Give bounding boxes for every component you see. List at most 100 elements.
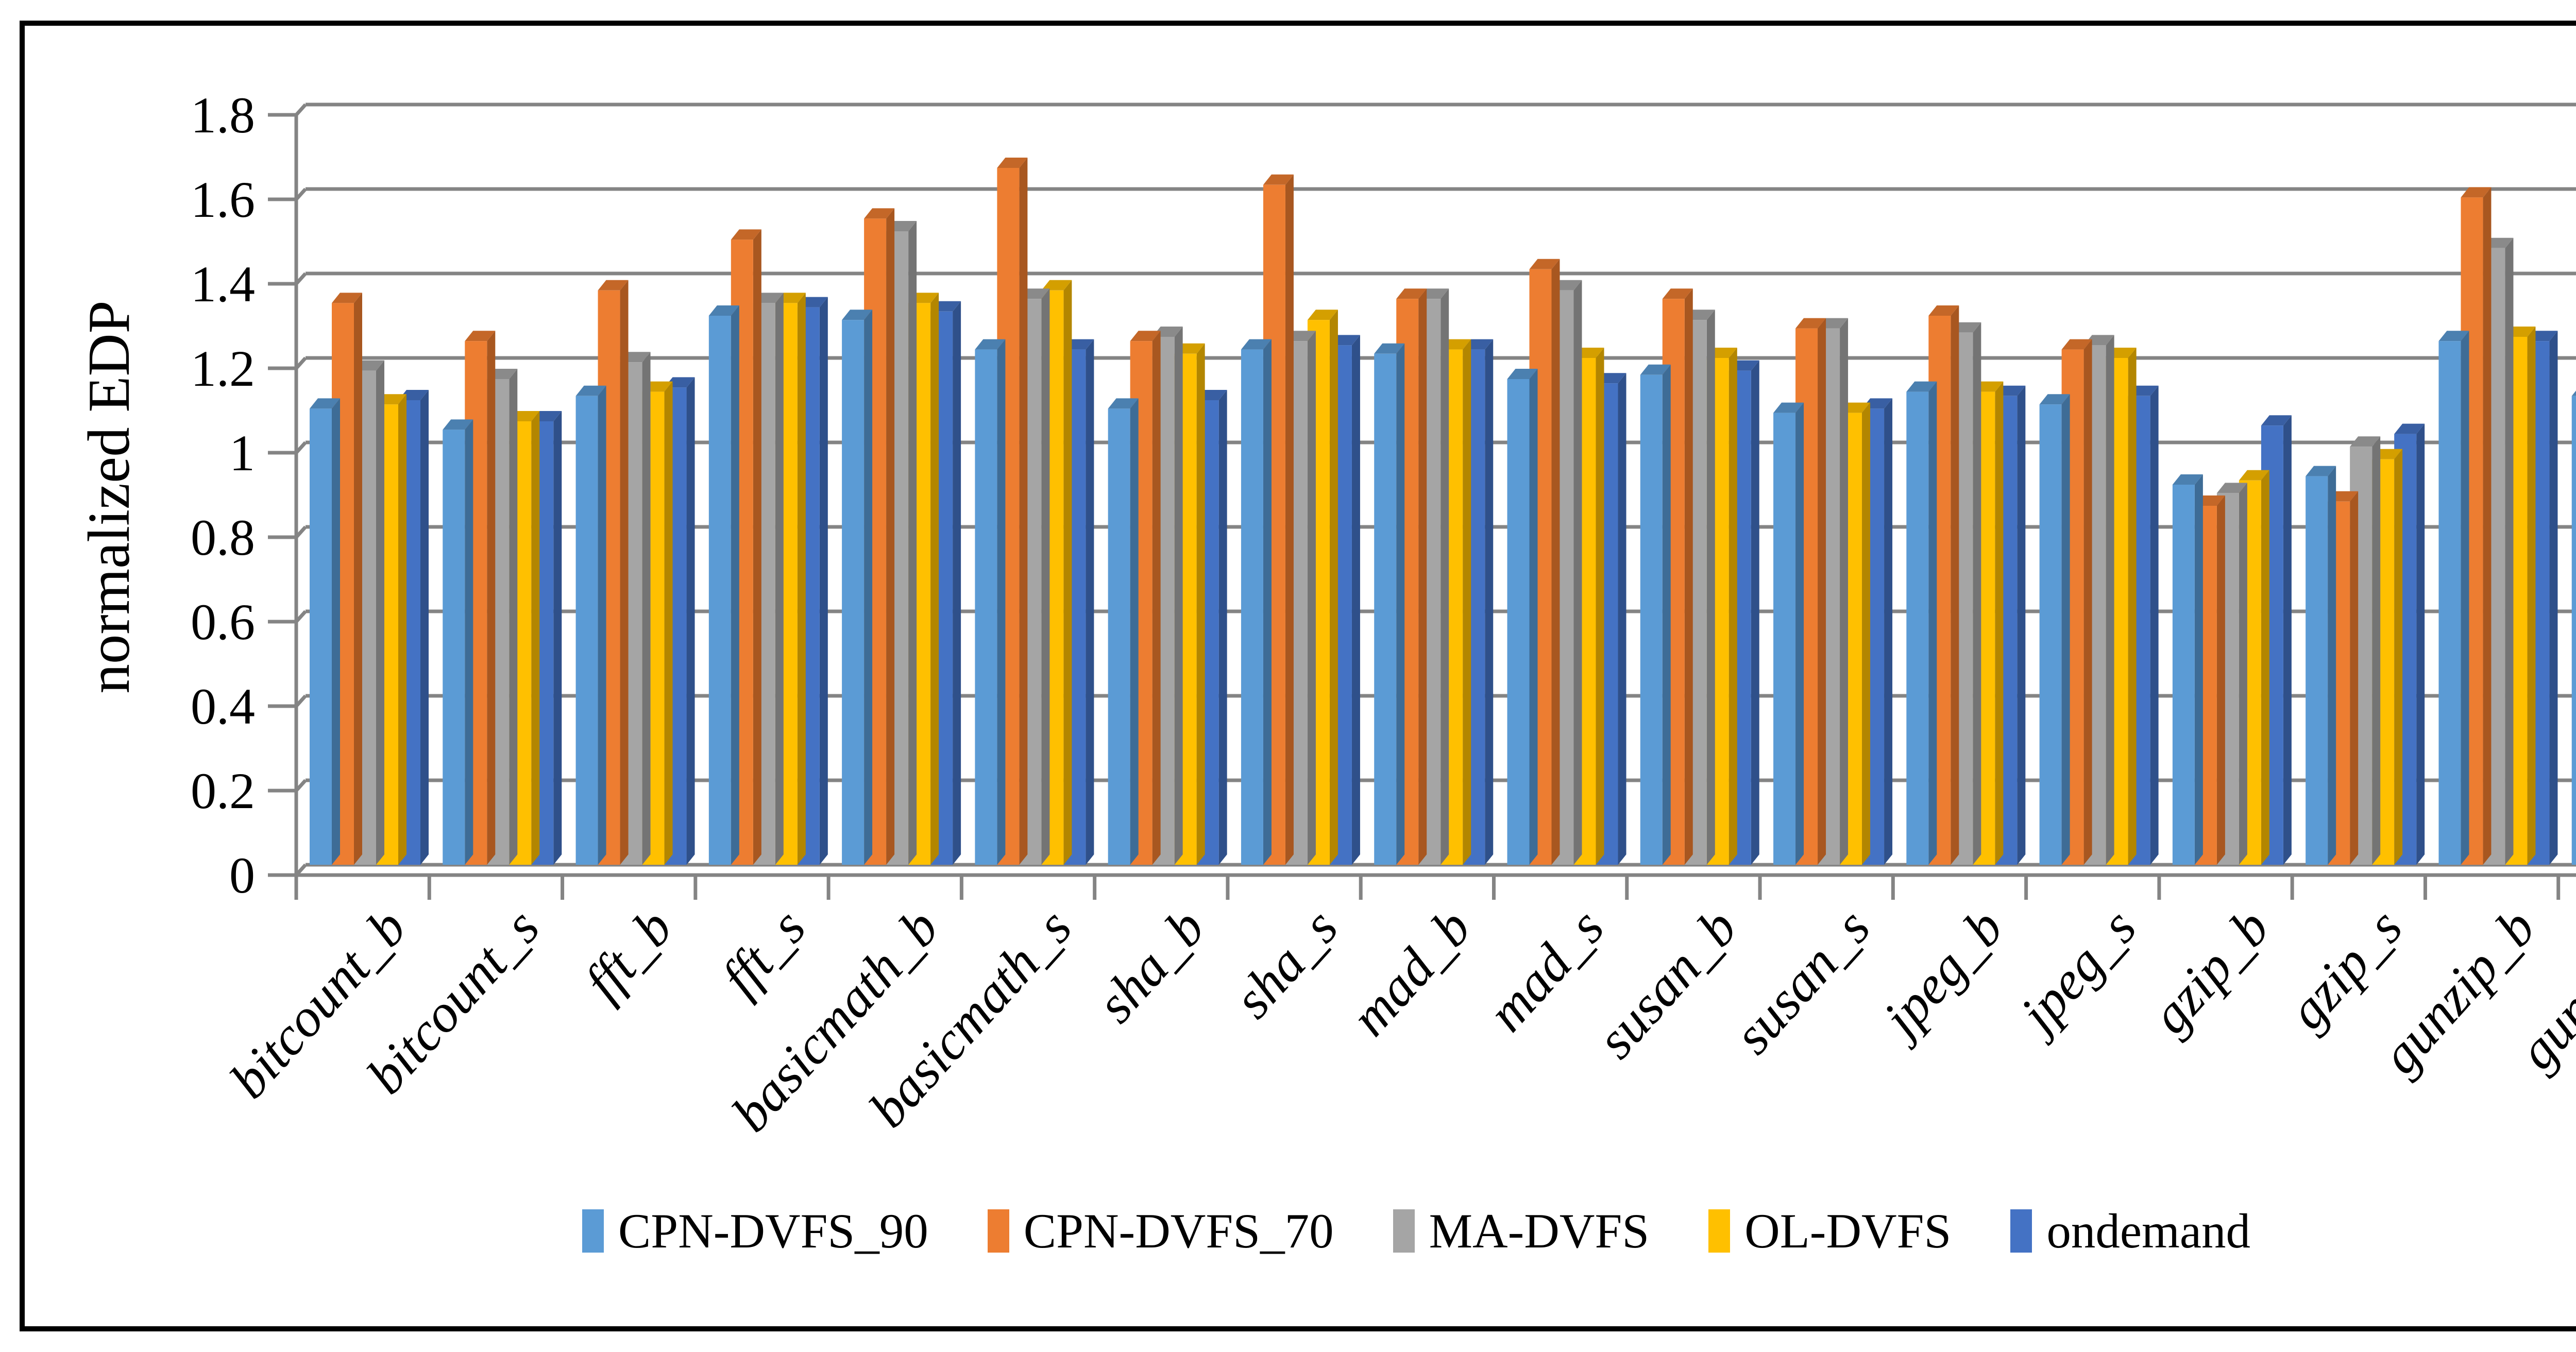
bar-side-face xyxy=(2483,187,2492,865)
y-tick-label: 0.6 xyxy=(191,593,255,651)
legend-label: CPN-DVFS_70 xyxy=(1023,1203,1334,1258)
bar-side-face xyxy=(398,394,406,865)
bar-side-face xyxy=(1396,343,1405,865)
bar-top-face xyxy=(997,158,1028,168)
bar-top-face xyxy=(1928,305,1959,316)
bar xyxy=(708,316,731,865)
bar-top-face xyxy=(2261,415,2292,426)
legend-item: CPN-DVFS_70 xyxy=(987,1203,1334,1258)
bar-top-face xyxy=(1396,288,1427,299)
bar-side-face xyxy=(1196,343,1205,865)
bar-side-face xyxy=(1174,327,1183,865)
bar xyxy=(1906,391,1929,865)
bar-side-face xyxy=(1706,310,1715,865)
bar-side-face xyxy=(908,221,917,865)
bar-side-face xyxy=(332,398,340,865)
bar xyxy=(2039,404,2062,865)
bar-side-face xyxy=(731,305,739,865)
bar-side-face xyxy=(997,339,1006,865)
bar-top-face xyxy=(2039,394,2070,405)
bar-side-face xyxy=(775,293,784,865)
y-tick-label: 1 xyxy=(229,424,255,482)
bar-top-face xyxy=(842,310,873,320)
x-category-label: jpeg_b xyxy=(1867,897,2014,1052)
bar-side-face xyxy=(1840,318,1849,865)
bar xyxy=(443,430,465,865)
legend-item: OL-DVFS xyxy=(1708,1203,1952,1258)
bar-side-face xyxy=(1573,280,1582,865)
bar-top-face xyxy=(1241,339,1272,350)
x-category-label: fft_s xyxy=(709,897,817,1007)
bar-side-face xyxy=(2461,331,2469,865)
bar-side-face xyxy=(553,411,562,865)
bar-side-face xyxy=(2239,483,2247,865)
bar-side-face xyxy=(1928,381,1937,865)
bar-top-face xyxy=(2061,339,2092,350)
legend-label: OL-DVFS xyxy=(1744,1203,1952,1258)
bar-top-face xyxy=(1795,318,1826,329)
legend-item: MA-DVFS xyxy=(1393,1206,1649,1256)
bar-top-face xyxy=(1640,364,1671,375)
bar-top-face xyxy=(443,419,473,430)
bar-side-face xyxy=(1485,339,1494,865)
bar-side-face xyxy=(1329,310,1338,865)
bar-top-face xyxy=(2216,483,2247,493)
bar xyxy=(2571,396,2576,865)
bar-side-face xyxy=(2505,237,2514,865)
legend-swatch-icon xyxy=(2010,1209,2032,1253)
bar-top-face xyxy=(1507,369,1538,379)
bar-side-face xyxy=(1884,398,1893,865)
bar-side-face xyxy=(1086,339,1094,865)
bar-top-face xyxy=(598,280,629,290)
bar-side-face xyxy=(2394,449,2403,865)
bar-side-face xyxy=(509,369,518,865)
bar-side-face xyxy=(1152,331,1161,865)
bar-side-face xyxy=(2328,466,2336,865)
legend: CPN-DVFS_90 CPN-DVFS_70 MA-DVFS OL-DVFS onde… xyxy=(0,1195,2576,1267)
bar-side-face xyxy=(1463,339,1471,865)
bar-side-face xyxy=(620,280,629,865)
bar-side-face xyxy=(1618,373,1626,865)
legend-swatch-icon xyxy=(582,1209,604,1253)
bar-top-face xyxy=(1130,331,1161,341)
bar-side-face xyxy=(642,352,651,865)
x-category-label: fft_b xyxy=(572,897,684,1011)
legend-item: ondemand xyxy=(2010,1206,2250,1256)
legend-label: CPN-DVFS_90 xyxy=(618,1203,928,1258)
bar-side-face xyxy=(1818,318,1826,865)
bar-side-face xyxy=(2194,474,2203,865)
bar xyxy=(1108,408,1130,865)
bar xyxy=(1640,374,1663,865)
x-category-label: gzip_b xyxy=(2139,897,2280,1045)
bar-side-face xyxy=(2106,335,2114,865)
x-category-label: susan_s xyxy=(1722,897,1881,1065)
bar-top-face xyxy=(1108,398,1139,409)
bar xyxy=(842,320,865,865)
legend-item: CPN-DVFS_90 xyxy=(582,1203,928,1258)
x-category-label: mad_b xyxy=(1339,897,1482,1047)
bar-side-face xyxy=(2216,495,2225,865)
bar xyxy=(2438,341,2461,865)
bar-side-face xyxy=(1351,335,1360,865)
bar-side-face xyxy=(531,411,540,865)
bar-top-face xyxy=(575,385,606,396)
y-tick-label: 0.4 xyxy=(191,678,255,735)
bar-side-face xyxy=(2061,394,2070,865)
y-tick-label: 1.2 xyxy=(191,340,255,397)
bar-side-face xyxy=(1596,348,1604,865)
bar-side-face xyxy=(2017,385,2026,865)
bar-side-face xyxy=(1728,348,1737,865)
bar-top-face xyxy=(864,208,895,219)
y-tick-label: 0.2 xyxy=(191,762,255,819)
bar-top-face xyxy=(1662,288,1693,299)
gridline-wall-bend xyxy=(295,103,307,116)
bar-side-face xyxy=(2261,470,2269,865)
bar-side-face xyxy=(1130,398,1139,865)
bar-top-face xyxy=(2394,423,2425,434)
bar-side-face xyxy=(487,331,496,865)
bar-top-face xyxy=(1374,343,1405,354)
bar-side-face xyxy=(1751,360,1759,865)
bar-side-face xyxy=(819,297,828,865)
bar xyxy=(1507,379,1530,865)
